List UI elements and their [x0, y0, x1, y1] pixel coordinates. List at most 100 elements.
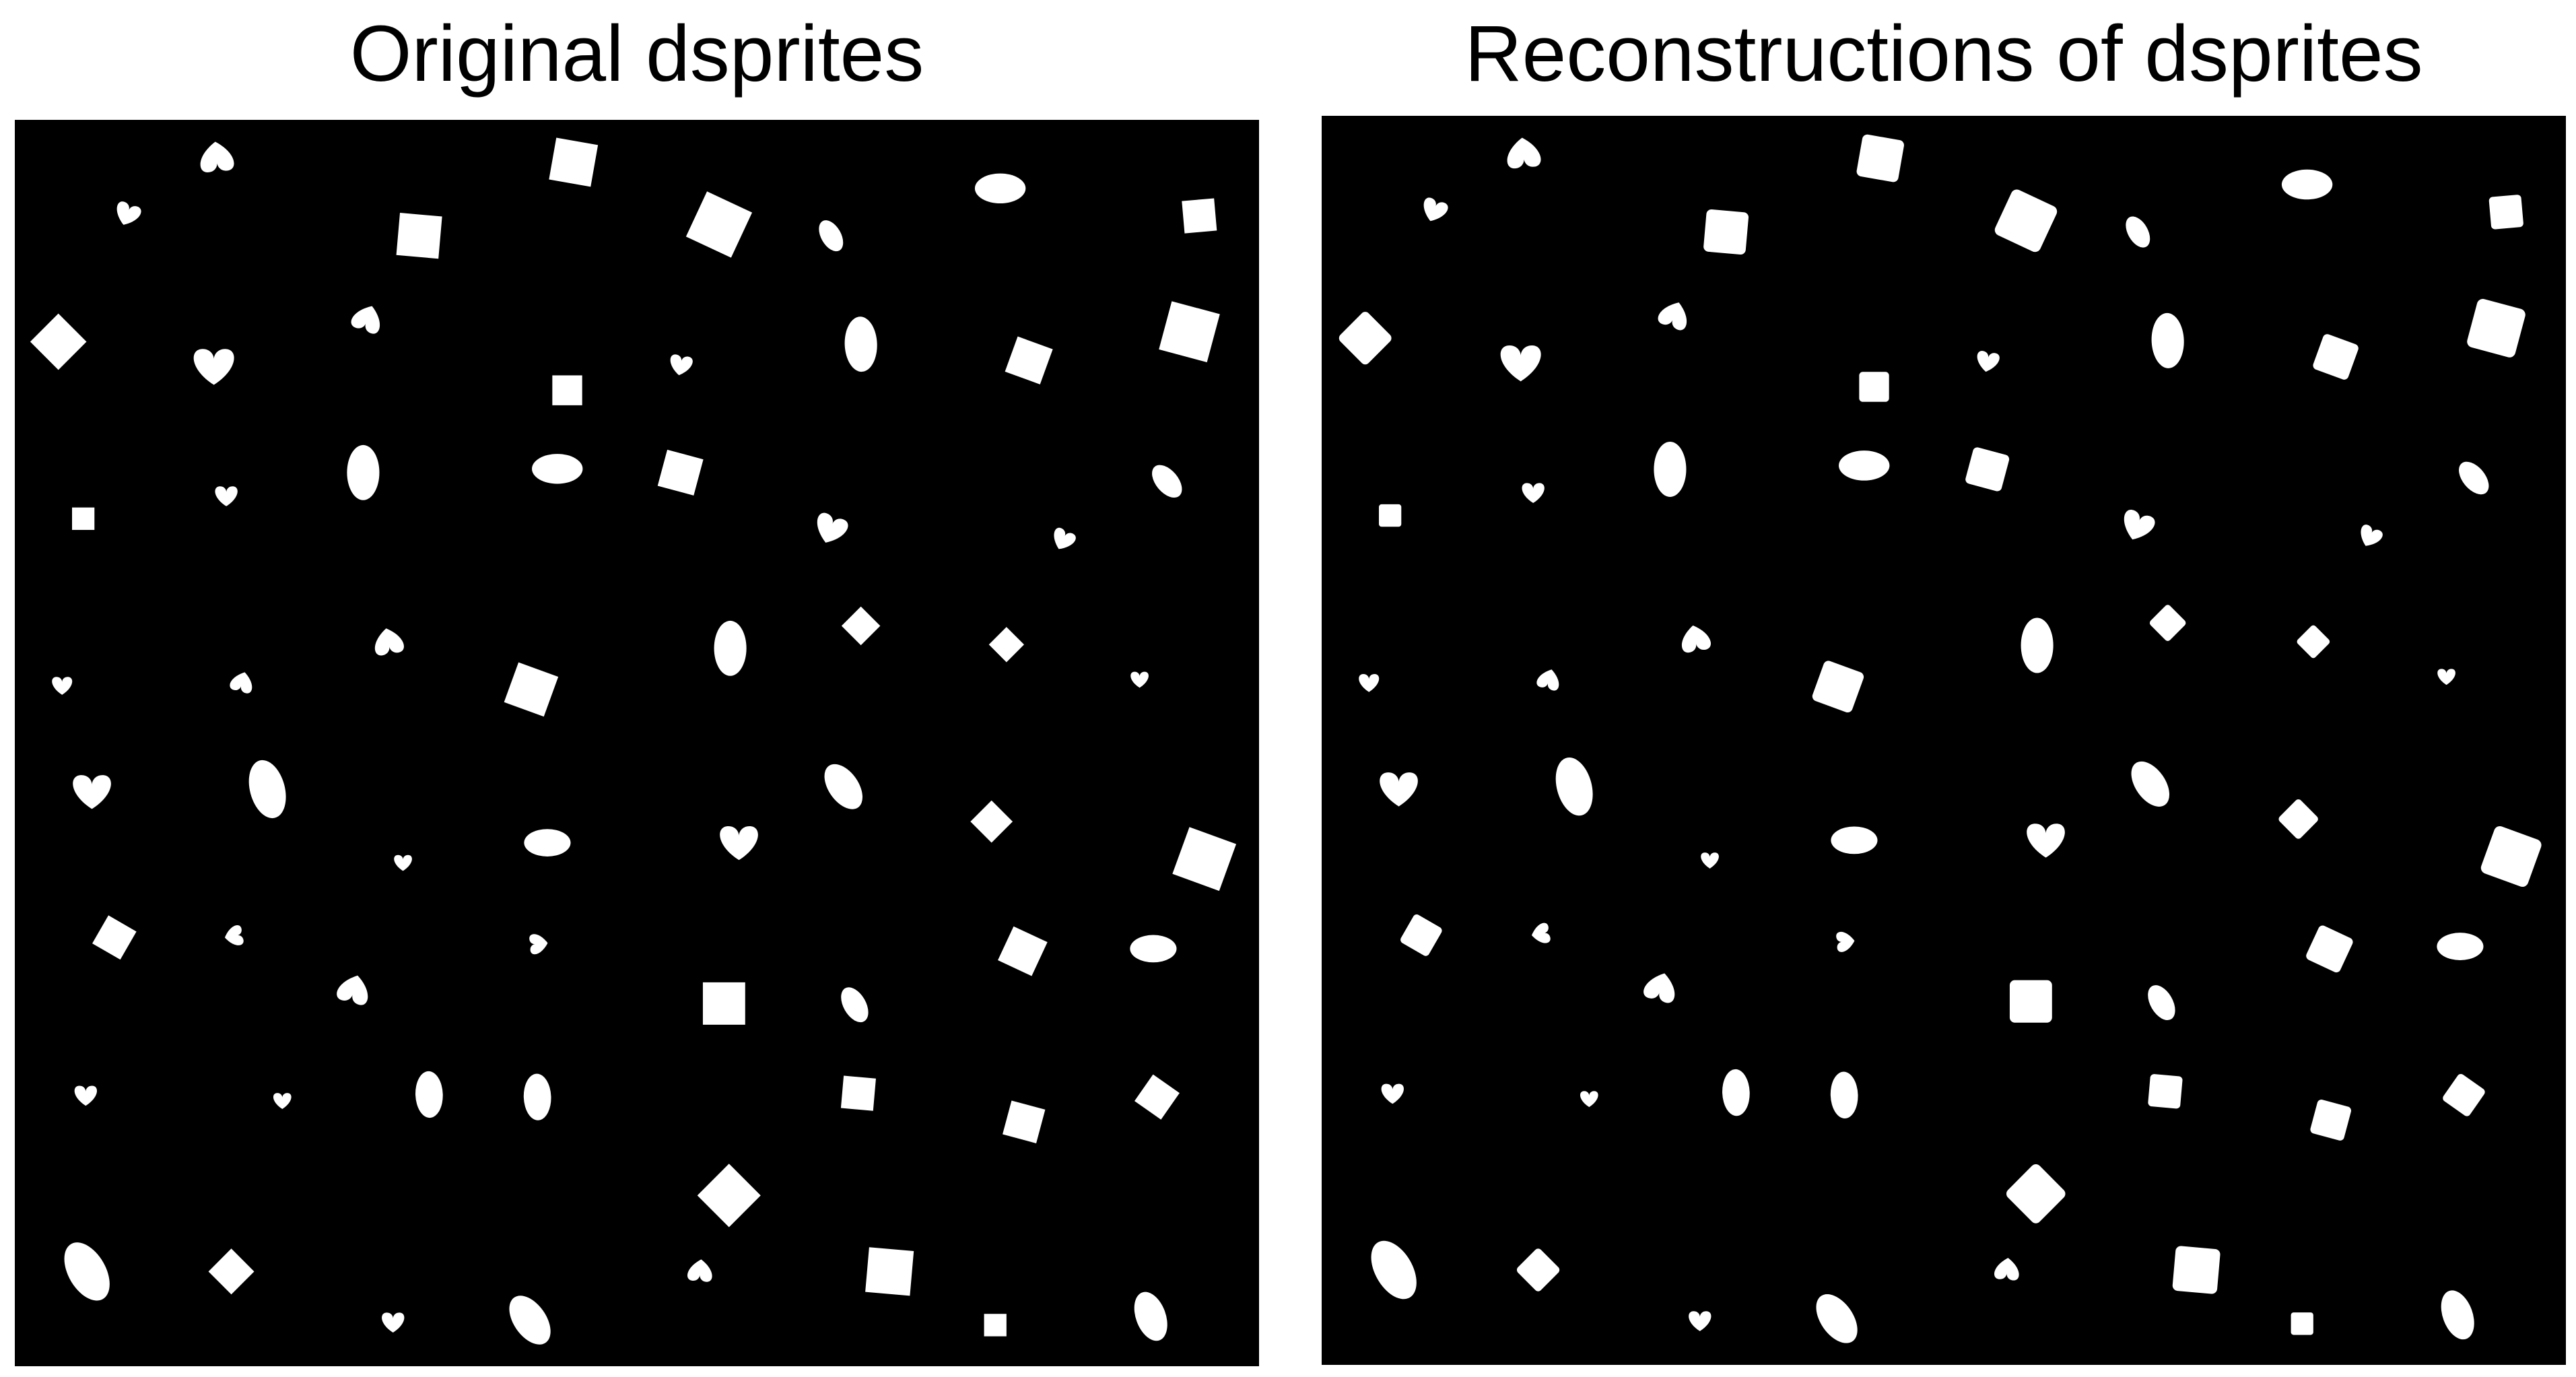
reconstruction-heart-sprite-41 [1531, 922, 1551, 943]
original-square-sprite-14 [1005, 336, 1053, 384]
original-square-sprite-46 [998, 926, 1048, 976]
original-square-sprite-52 [840, 1075, 876, 1111]
reconstruction-square-sprite-40 [1400, 914, 1442, 956]
original-square-sprite-44 [702, 982, 745, 1025]
original-ellipse-sprite-18 [347, 444, 380, 500]
reconstruction-square-sprite-4 [1994, 189, 2058, 253]
reconstruction-ellipse-sprite-50 [1722, 1069, 1750, 1116]
original-heart-sprite-0 [116, 201, 141, 225]
original-square-sprite-8 [30, 313, 87, 370]
reconstruction-heart-sprite-48 [1381, 1083, 1404, 1104]
original-heart-sprite-60 [687, 1259, 712, 1282]
original-heart-sprite-26 [375, 628, 404, 656]
original-heart-sprite-42 [337, 975, 368, 1005]
original-heart-sprite-1 [200, 141, 234, 172]
original-ellipse-sprite-5 [819, 220, 844, 252]
reconstruction-ellipse-sprite-6 [2281, 169, 2333, 200]
original-ellipse-sprite-50 [415, 1071, 443, 1118]
reconstruction-ellipse-sprite-51 [1830, 1071, 1858, 1118]
reconstruction-square-sprite-29 [2149, 605, 2186, 641]
reconstruction-square-sprite-11 [1859, 372, 1889, 402]
reconstruction-heart-sprite-12 [1977, 351, 2000, 372]
reconstruction-square-sprite-20 [1965, 447, 2010, 492]
original-square-sprite-16 [72, 507, 95, 530]
original-ellipse-sprite-23 [1152, 465, 1182, 498]
reconstruction-square-sprite-61 [2172, 1246, 2221, 1294]
original-heart-sprite-34 [394, 854, 412, 871]
reconstruction-heart-sprite-22 [2361, 525, 2383, 546]
reconstruction-square-sprite-39 [2480, 826, 2542, 887]
reconstruction-ellipse-sprite-33 [1555, 757, 1593, 816]
original-heart-sprite-36 [720, 826, 758, 861]
reconstruction-heart-sprite-60 [1994, 1258, 2019, 1281]
original-heart-sprite-12 [670, 354, 693, 376]
original-square-sprite-3 [396, 213, 442, 259]
reconstruction-heart-sprite-58 [1689, 1311, 1711, 1331]
original-dsprites-canvas [15, 120, 1259, 1366]
original-ellipse-sprite-35 [524, 829, 571, 857]
reconstruction-heart-sprite-26 [1682, 625, 1711, 653]
reconstruction-ellipse-sprite-28 [2021, 617, 2054, 673]
original-ellipse-sprite-28 [714, 620, 747, 676]
reconstruction-square-sprite-8 [1338, 312, 1392, 365]
reconstruction-ellipse-sprite-5 [2126, 216, 2150, 248]
original-heart-sprite-21 [817, 512, 848, 543]
original-ellipse-sprite-45 [841, 987, 869, 1023]
reconstruction-square-sprite-52 [2148, 1074, 2183, 1109]
original-heart-sprite-58 [382, 1312, 405, 1333]
reconstruction-ellipse-sprite-13 [2151, 312, 2184, 368]
original-heart-sprite-24 [52, 677, 73, 695]
original-square-sprite-29 [841, 606, 881, 646]
original-square-sprite-7 [1182, 198, 1217, 234]
original-square-sprite-57 [208, 1248, 255, 1295]
original-ellipse-sprite-33 [248, 760, 286, 819]
original-heart-sprite-48 [74, 1085, 97, 1106]
original-heart-sprite-32 [73, 775, 111, 809]
reconstruction-heart-sprite-17 [1522, 483, 1545, 504]
original-ellipse-sprite-51 [523, 1073, 551, 1120]
reconstruction-heart-sprite-10 [1658, 302, 1687, 331]
original-square-sprite-11 [552, 375, 582, 405]
original-heart-sprite-31 [1130, 671, 1149, 688]
original-heart-sprite-22 [1054, 527, 1076, 549]
original-square-sprite-61 [865, 1247, 914, 1296]
reconstruction-ellipse-sprite-37 [2131, 761, 2170, 807]
reconstruction-square-sprite-7 [2488, 195, 2523, 230]
reconstruction-square-sprite-57 [1516, 1248, 1560, 1291]
original-square-sprite-27 [504, 662, 559, 717]
original-ellipse-sprite-56 [64, 1242, 110, 1301]
original-square-sprite-2 [549, 137, 599, 187]
reconstruction-ellipse-sprite-63 [2441, 1290, 2474, 1340]
reconstruction-ellipse-sprite-56 [1371, 1240, 1417, 1300]
reconstruction-heart-sprite-36 [2027, 824, 2065, 858]
reconstruction-ellipse-sprite-23 [2459, 461, 2489, 495]
original-square-sprite-53 [1003, 1100, 1046, 1143]
reconstruction-square-sprite-30 [2297, 625, 2330, 659]
reconstruction-ellipse-sprite-35 [1831, 826, 1878, 854]
reconstruction-ellipse-sprite-45 [2148, 985, 2175, 1021]
original-ellipse-sprite-13 [844, 316, 877, 372]
original-square-sprite-30 [988, 627, 1024, 663]
reconstruction-square-sprite-62 [2291, 1312, 2313, 1335]
reconstruction-square-sprite-54 [2443, 1074, 2485, 1116]
reconstruction-square-sprite-27 [1812, 661, 1864, 713]
original-square-sprite-39 [1172, 827, 1237, 892]
original-square-sprite-15 [1159, 301, 1220, 363]
reconstruction-heart-sprite-49 [1580, 1091, 1598, 1108]
original-ellipse-sprite-47 [1130, 935, 1177, 963]
reconstruction-heart-sprite-24 [1359, 673, 1380, 692]
reconstruction-square-sprite-46 [2306, 925, 2353, 973]
reconstruction-heart-sprite-25 [1536, 669, 1559, 691]
original-square-sprite-4 [685, 191, 753, 258]
reconstruction-square-sprite-16 [1379, 504, 1402, 527]
reconstruction-heart-sprite-42 [1643, 973, 1675, 1003]
reconstruction-sprite-grid [1338, 134, 2542, 1343]
original-heart-sprite-17 [215, 486, 238, 506]
original-ellipse-sprite-63 [1134, 1291, 1167, 1341]
original-ellipse-sprite-6 [974, 173, 1026, 204]
reconstruction-square-sprite-2 [1856, 134, 1904, 182]
original-panel-title: Original dsprites [349, 9, 924, 98]
original-square-sprite-55 [697, 1164, 761, 1228]
reconstruction-heart-sprite-1 [1507, 137, 1541, 169]
original-square-sprite-62 [984, 1314, 1007, 1337]
